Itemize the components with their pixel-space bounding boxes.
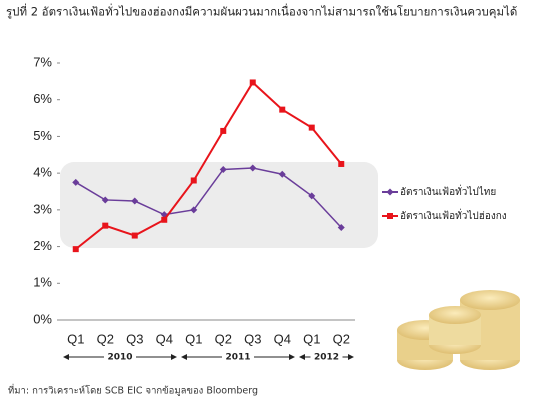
y-tick-label: 3%	[33, 201, 52, 216]
point	[308, 124, 315, 131]
point	[249, 164, 257, 172]
year-label: 2011	[225, 353, 250, 363]
legend-marker	[387, 213, 393, 219]
x-tick-label: Q3	[244, 331, 261, 346]
x-tick-label: Q2	[333, 331, 350, 346]
point	[72, 246, 79, 253]
point	[131, 197, 139, 205]
coins	[397, 290, 520, 370]
point	[190, 206, 198, 214]
legend-label: อัตราเงินเฟ้อทั่วไปไทย	[400, 184, 496, 198]
x-tick-label: Q2	[97, 331, 114, 346]
x-tick-label: Q1	[303, 331, 320, 346]
point	[278, 170, 286, 178]
y-tick-label: 2%	[33, 238, 52, 253]
y-tick-label: 4%	[33, 165, 52, 180]
point	[337, 223, 345, 231]
legend-marker	[386, 188, 394, 196]
chart-title: รูปที่ 2 อัตราเงินเฟ้อทั่วไปของฮ่องกงมีค…	[6, 4, 517, 19]
point	[220, 127, 227, 134]
x-tick-label: Q2	[215, 331, 232, 346]
x-tick-label: Q1	[185, 331, 202, 346]
y-tick-label: 0%	[33, 311, 52, 326]
y-tick-label: 6%	[33, 91, 52, 106]
year-label: 2010	[107, 353, 132, 363]
point	[249, 79, 256, 86]
point	[219, 165, 227, 173]
year-label: 2012	[314, 353, 339, 363]
point	[190, 177, 197, 184]
highlight-band	[60, 162, 378, 248]
line	[75, 80, 343, 250]
legend-label: อัตราเงินเฟ้อทั่วไปฮ่องกง	[400, 208, 507, 222]
x-tick-label: Q4	[274, 331, 291, 346]
point	[102, 222, 109, 229]
point	[161, 216, 168, 223]
point	[72, 178, 80, 186]
x-tick-label: Q1	[67, 331, 84, 346]
point	[279, 106, 286, 113]
point	[308, 192, 316, 200]
source: ที่มา: การวิเคราะห์โดย SCB EIC จากข้อมูล…	[8, 384, 258, 397]
point	[101, 196, 109, 204]
line	[75, 167, 342, 228]
point	[131, 232, 138, 239]
point	[338, 160, 345, 167]
y-tick-label: 7%	[33, 54, 52, 69]
y-tick-label: 5%	[33, 128, 52, 143]
y-tick-label: 1%	[33, 275, 52, 290]
x-tick-label: Q3	[126, 331, 143, 346]
x-tick-label: Q4	[156, 331, 173, 346]
